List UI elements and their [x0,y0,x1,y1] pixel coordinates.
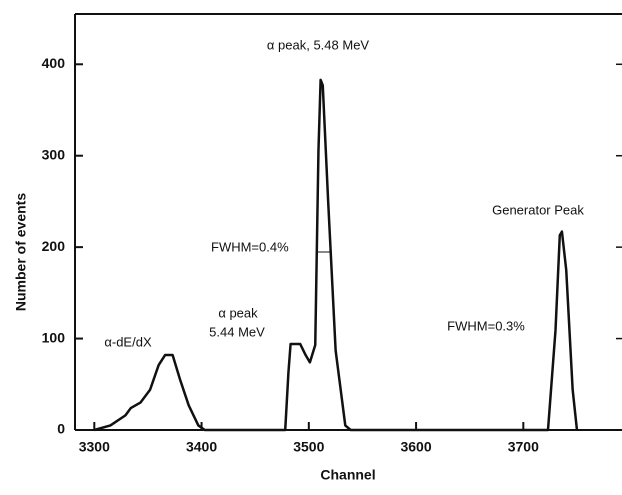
annotation: 5.44 MeV [209,324,265,339]
x-tick-label: 3700 [508,439,539,455]
annotation: α peak, 5.48 MeV [267,37,370,52]
y-tick-label: 100 [42,329,66,345]
y-tick-label: 400 [42,55,66,71]
x-axis-label: Channel [320,467,375,483]
x-tick-label: 3400 [186,439,217,455]
annotation: FWHM=0.4% [211,239,289,254]
annotation: Generator Peak [492,202,584,217]
y-tick-label: 200 [42,238,66,254]
spectrum-line [93,78,579,432]
annotation: α peak [218,305,258,320]
annotation: FWHM=0.3% [447,318,525,333]
x-tick-label: 3500 [293,439,324,455]
annotation: α-dE/dX [104,334,152,349]
x-tick-label: 3600 [400,439,431,455]
y-axis-label: Number of events [13,193,29,311]
y-tick-label: 300 [42,146,66,162]
x-tick-label: 3300 [79,439,110,455]
y-tick-label: 0 [57,421,65,437]
